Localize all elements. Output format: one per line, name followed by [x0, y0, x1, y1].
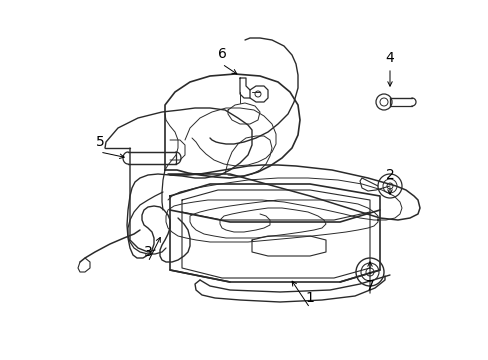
Text: 2: 2 — [385, 168, 393, 182]
Text: 5: 5 — [96, 135, 104, 149]
Text: 6: 6 — [217, 47, 226, 61]
Text: 4: 4 — [385, 51, 393, 65]
Text: 3: 3 — [143, 245, 152, 259]
Text: 1: 1 — [305, 291, 314, 305]
Text: 7: 7 — [365, 279, 374, 293]
